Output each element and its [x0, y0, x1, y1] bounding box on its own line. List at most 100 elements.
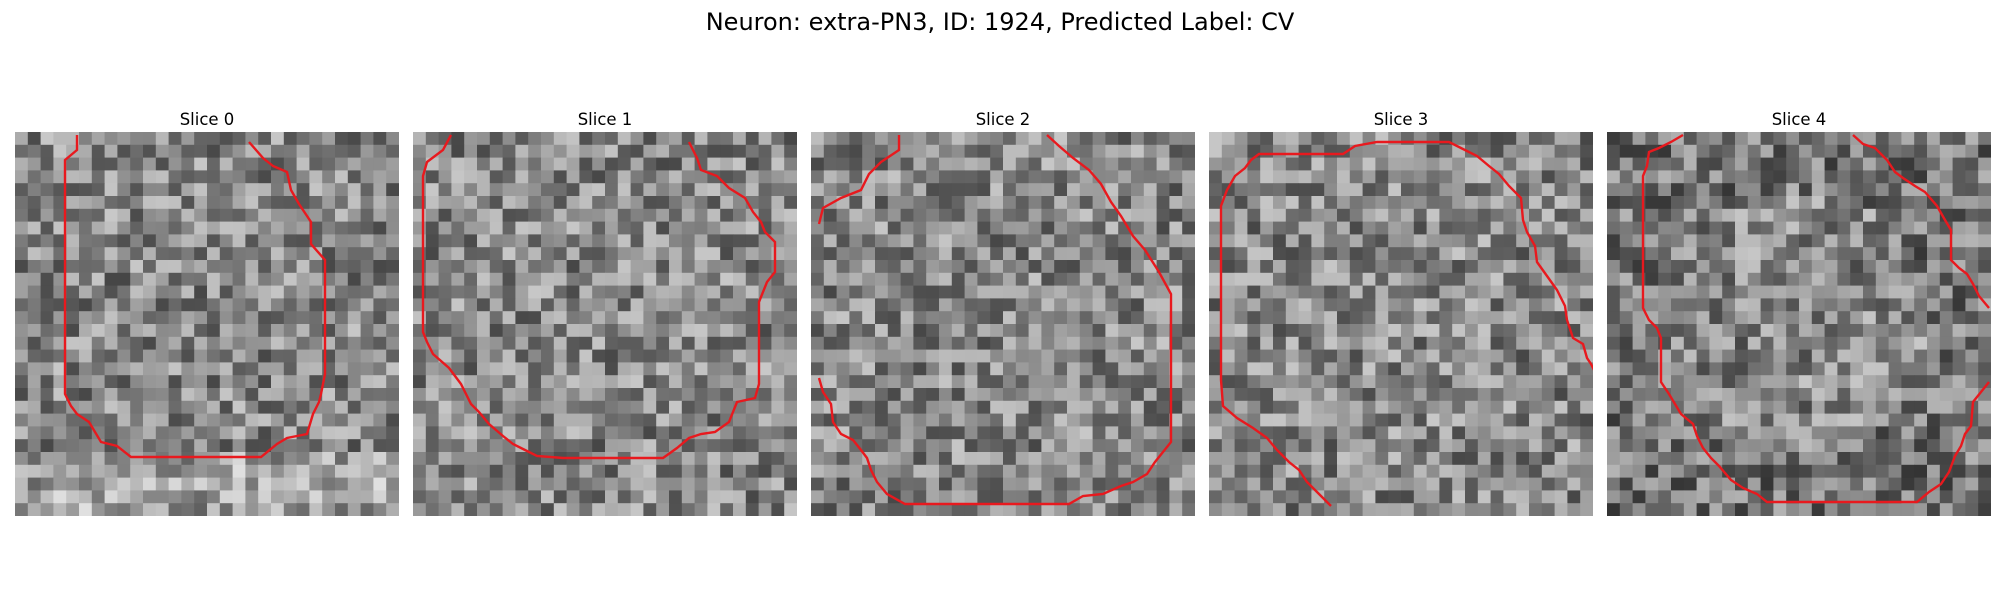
pixel: [566, 196, 580, 210]
pixel: [258, 260, 272, 274]
pixel: [1619, 439, 1633, 453]
pixel: [1607, 375, 1621, 389]
pixel: [1337, 464, 1351, 478]
pixel: [913, 157, 927, 171]
pixel: [1927, 170, 1941, 184]
pixel: [1143, 388, 1157, 402]
pixel: [1413, 439, 1427, 453]
pixel: [900, 247, 914, 261]
pixel: [643, 464, 657, 478]
pixel: [1439, 234, 1453, 248]
pixel: [181, 426, 195, 440]
pixel: [1169, 477, 1183, 491]
pixel: [1477, 426, 1491, 440]
pixel: [66, 336, 80, 350]
pixel: [1567, 157, 1581, 171]
pixel: [117, 208, 131, 222]
pixel: [335, 477, 349, 491]
pixel: [1773, 439, 1787, 453]
pixel: [425, 247, 439, 261]
pixel: [1209, 234, 1223, 248]
pixel: [1388, 196, 1402, 210]
pixel: [990, 247, 1004, 261]
pixel: [1273, 349, 1287, 363]
pixel: [1503, 388, 1517, 402]
pixel: [1747, 388, 1761, 402]
pixel: [836, 272, 850, 286]
pixel: [386, 375, 399, 389]
pixel: [1567, 132, 1581, 146]
pixel: [1221, 452, 1235, 466]
pixel: [1375, 221, 1389, 235]
pixel: [1298, 362, 1312, 376]
pixel: [681, 464, 695, 478]
panel-title: Slice 0: [179, 110, 235, 129]
pixel: [720, 272, 734, 286]
pixel: [1658, 452, 1672, 466]
pixel: [66, 413, 80, 427]
pixel: [1541, 234, 1555, 248]
pixel: [155, 157, 169, 171]
pixel: [438, 144, 452, 158]
pixel: [1452, 183, 1466, 197]
pixel: [1850, 144, 1864, 158]
pixel: [489, 477, 503, 491]
pixel: [155, 247, 169, 261]
pixel: [630, 439, 644, 453]
pixel: [283, 477, 297, 491]
pixel: [1105, 388, 1119, 402]
pixel: [900, 183, 914, 197]
pixel: [784, 452, 797, 466]
pixel: [1260, 439, 1274, 453]
pixel: [489, 221, 503, 235]
pixel: [79, 183, 93, 197]
pixel: [1567, 464, 1581, 478]
pixel: [553, 400, 567, 414]
pixel: [1105, 349, 1119, 363]
pixel: [990, 336, 1004, 350]
pixel: [309, 208, 323, 222]
pixel: [1401, 388, 1415, 402]
pixel: [745, 221, 759, 235]
pixel: [1260, 221, 1274, 235]
pixel: [1465, 413, 1479, 427]
pixel: [939, 503, 953, 516]
pixel-grid: [413, 132, 797, 516]
pixel: [964, 132, 978, 146]
pixel: [811, 490, 825, 504]
pixel: [1786, 144, 1800, 158]
pixel: [1182, 400, 1195, 414]
pixel: [784, 234, 797, 248]
pixel: [1260, 413, 1274, 427]
pixel: [566, 260, 580, 274]
pixel: [939, 336, 953, 350]
pixel: [181, 311, 195, 325]
pixel: [1156, 503, 1170, 516]
pixel: [862, 349, 876, 363]
pixel: [1683, 221, 1697, 235]
pixel: [1914, 196, 1928, 210]
pixel: [1465, 452, 1479, 466]
pixel: [373, 183, 387, 197]
pixel: [1837, 439, 1851, 453]
pixel: [258, 324, 272, 338]
pixel: [347, 336, 361, 350]
pixel: [1619, 298, 1633, 312]
pixel: [477, 439, 491, 453]
pixel: [1079, 183, 1093, 197]
pixel: [489, 132, 503, 146]
pixel: [1067, 426, 1081, 440]
pixel: [707, 324, 721, 338]
pixel: [1722, 170, 1736, 184]
pixel: [40, 234, 54, 248]
pixel: [887, 362, 901, 376]
pixel: [887, 503, 901, 516]
pixel: [1529, 221, 1543, 235]
pixel: [1079, 208, 1093, 222]
pixel: [1503, 144, 1517, 158]
pixel: [1337, 452, 1351, 466]
pixel: [1260, 170, 1274, 184]
pixel: [117, 183, 131, 197]
pixel: [1337, 260, 1351, 274]
pixel: [502, 157, 516, 171]
